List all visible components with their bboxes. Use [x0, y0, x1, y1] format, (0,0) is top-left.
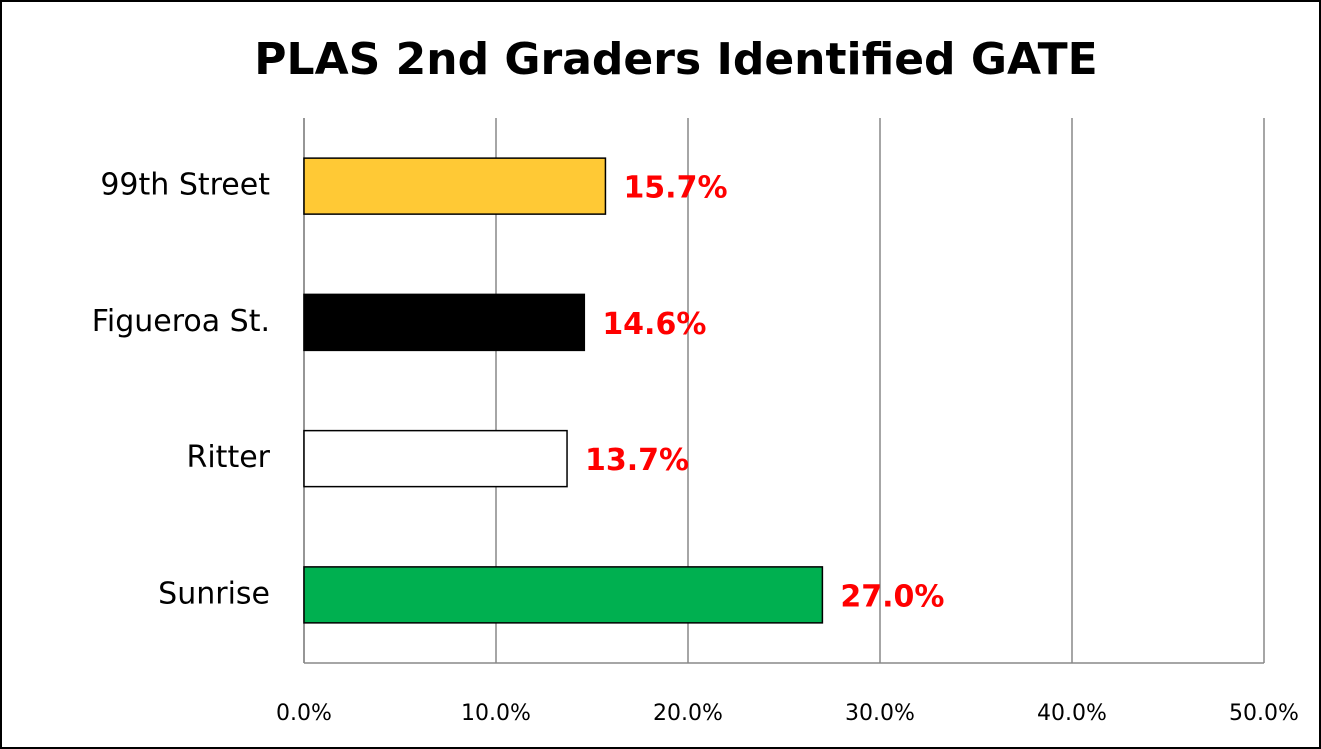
- value-label: 15.7%: [623, 171, 727, 206]
- bar: [303, 157, 607, 215]
- y-tick-label: Figueroa St.: [92, 304, 270, 339]
- x-tick-label: 20.0%: [653, 701, 723, 726]
- chart-title: PLAS 2nd Graders Identified GATE: [254, 34, 1097, 85]
- y-tick-label: Sunrise: [158, 576, 270, 611]
- value-label: 27.0%: [840, 579, 944, 614]
- value-label: 13.7%: [585, 443, 689, 478]
- x-tick-label: 40.0%: [1037, 701, 1107, 726]
- y-tick-label: 99th Street: [100, 168, 270, 203]
- x-tick-label: 0.0%: [276, 701, 332, 726]
- bar: [303, 566, 824, 624]
- y-tick-label: Ritter: [187, 440, 271, 475]
- bar: [303, 429, 568, 488]
- bar: [303, 293, 586, 352]
- x-tick-label: 50.0%: [1229, 701, 1299, 726]
- x-tick-label: 10.0%: [461, 701, 531, 726]
- x-tick-label: 30.0%: [845, 701, 915, 726]
- value-label: 14.6%: [602, 307, 706, 342]
